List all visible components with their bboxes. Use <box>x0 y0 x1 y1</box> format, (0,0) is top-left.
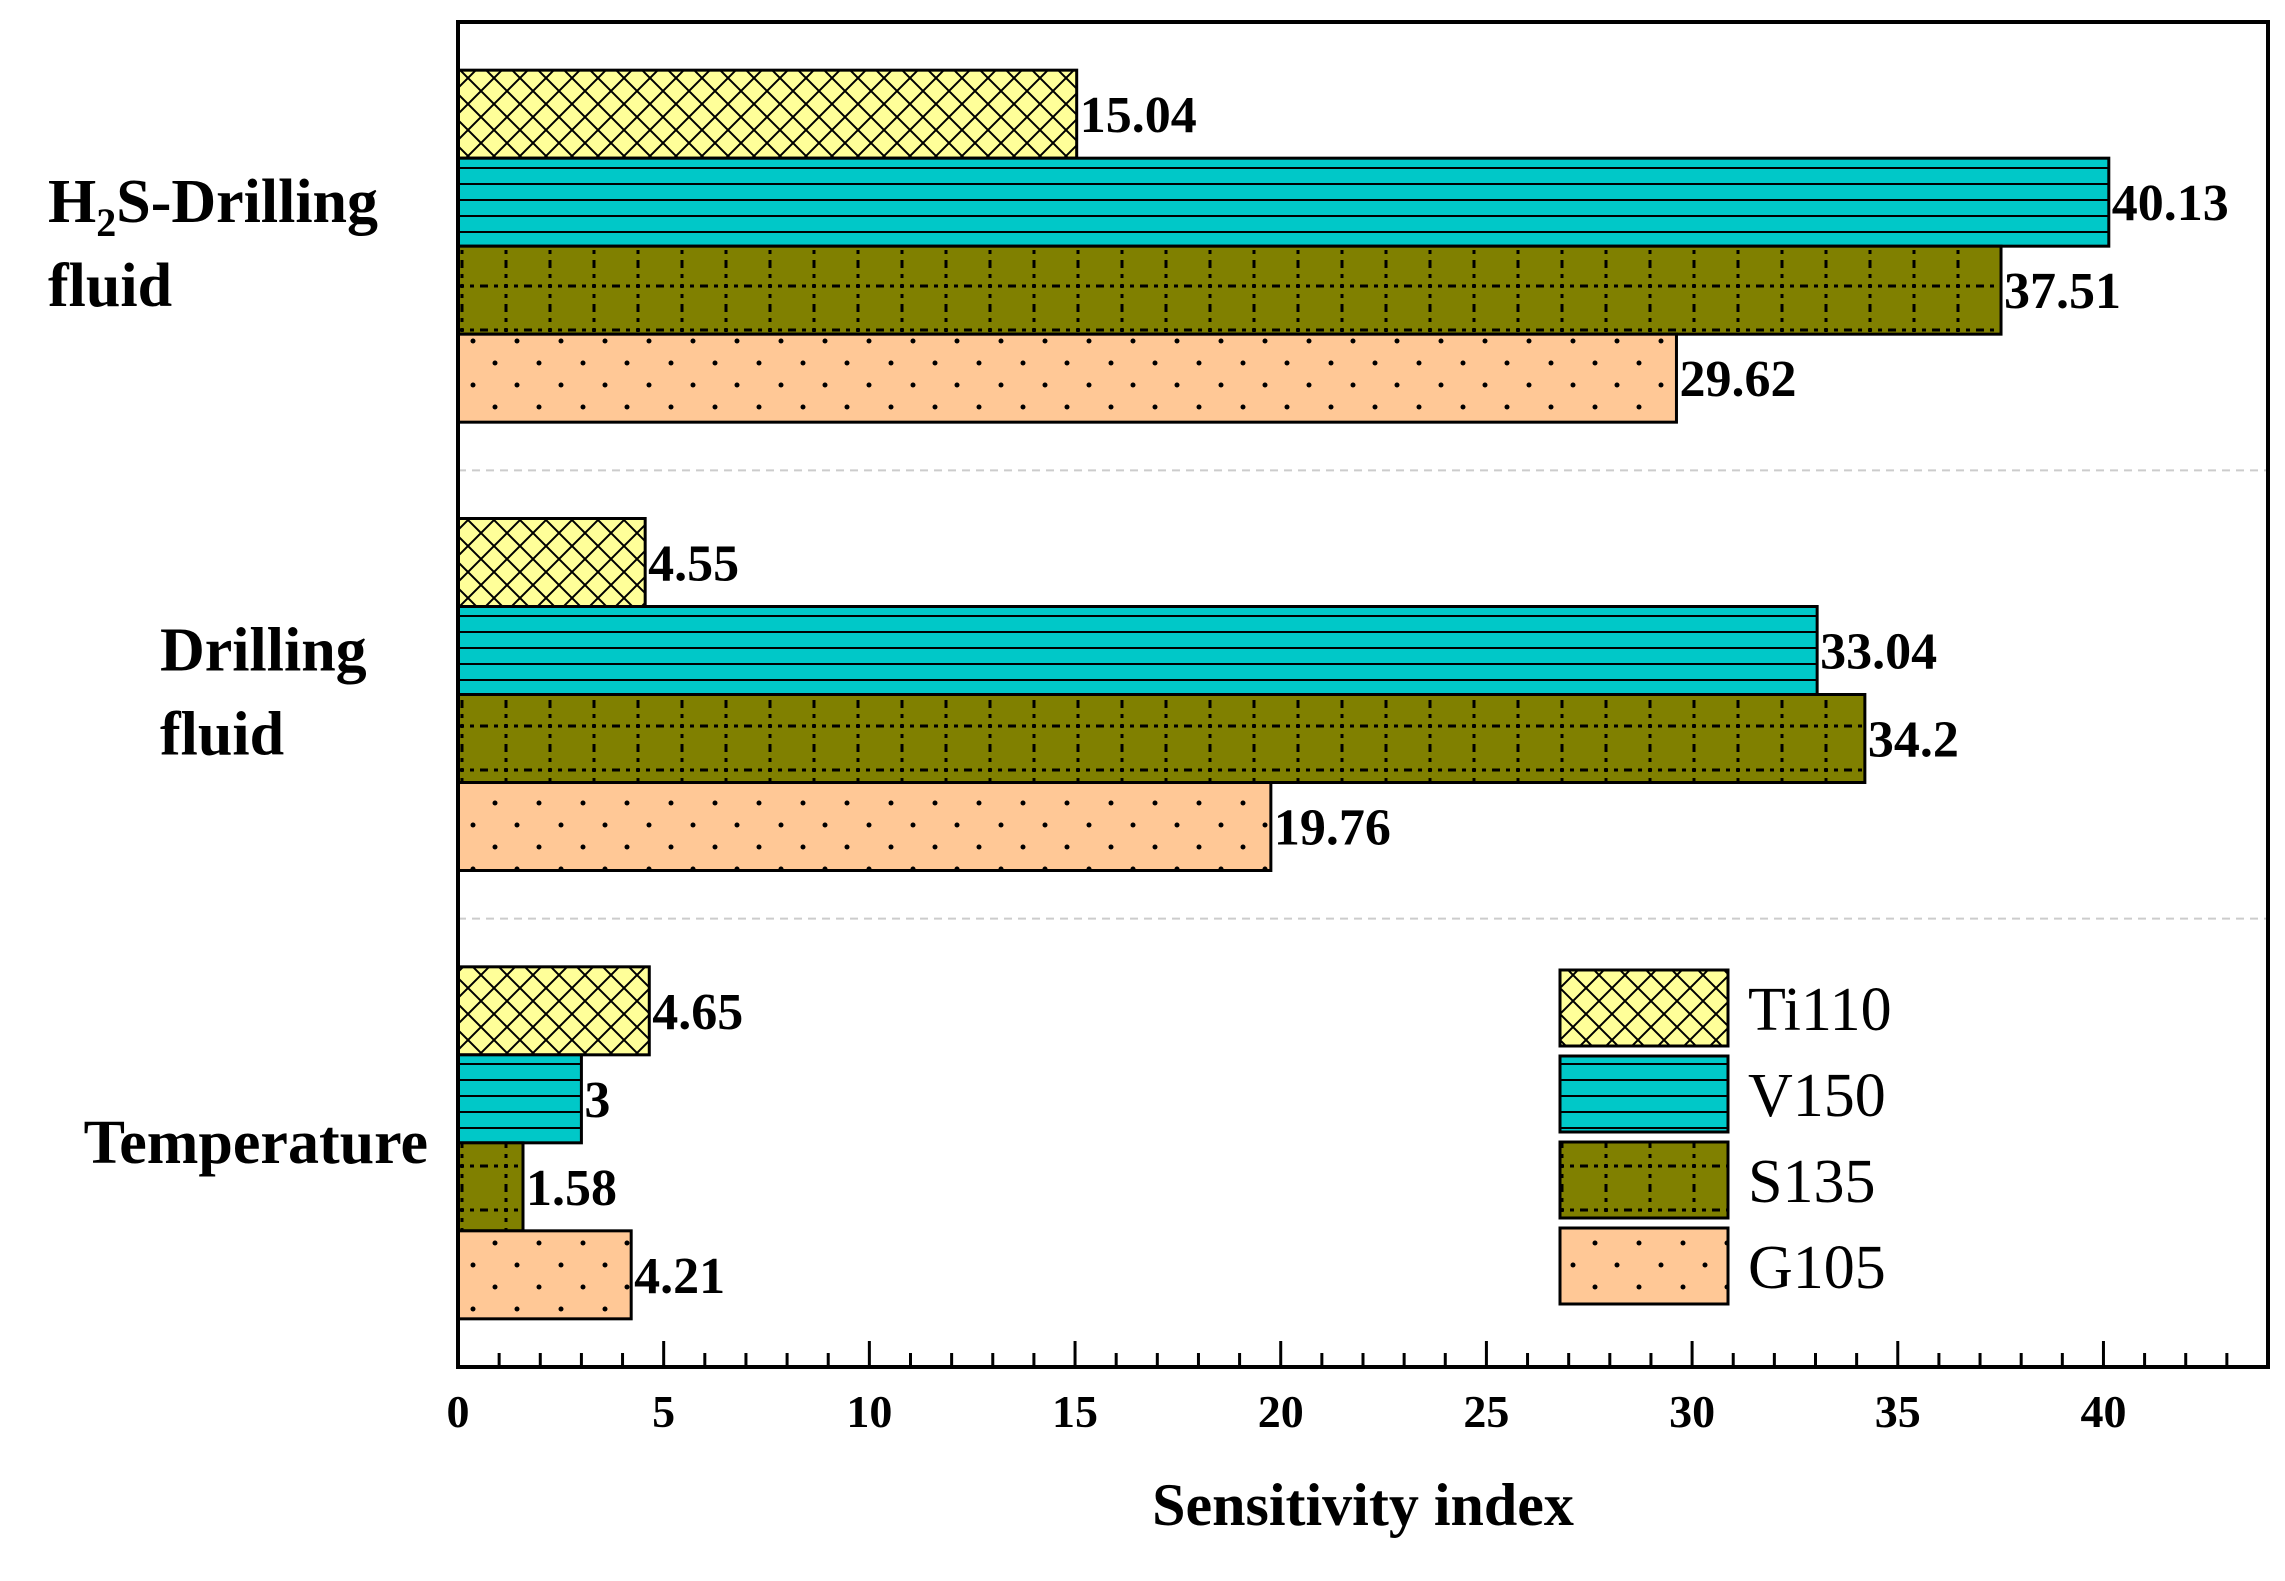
bar-s135-2 <box>456 244 2003 336</box>
category-label: Temperature <box>84 1109 428 1177</box>
bar-ti110-1 <box>456 517 647 608</box>
legend-label: G105 <box>1748 1234 1886 1302</box>
legend-swatch <box>1558 1226 1730 1306</box>
x-tick-label: 0 <box>447 1386 470 1437</box>
svg-text:fluid: fluid <box>160 701 284 769</box>
bar-v150-0 <box>456 1053 583 1145</box>
data-label: 40.13 <box>2112 175 2229 232</box>
x-tick-label: 5 <box>652 1386 675 1437</box>
x-tick-label: 40 <box>2080 1386 2126 1437</box>
legend-label: S135 <box>1748 1148 1875 1216</box>
data-label: 3 <box>584 1072 610 1129</box>
legend-swatch <box>1558 1054 1730 1134</box>
data-label: 19.76 <box>1274 800 1391 857</box>
bar-g105-2 <box>456 332 1678 424</box>
legend-swatch <box>1558 1140 1730 1220</box>
x-tick-label: 10 <box>846 1386 892 1437</box>
bar-ti110-2 <box>456 68 1079 160</box>
bar-v150-1 <box>456 605 1819 696</box>
svg-text:H2S-Drilling: H2S-Drilling <box>48 168 378 245</box>
legend-label: V150 <box>1748 1062 1886 1130</box>
x-tick-label: 20 <box>1258 1386 1304 1437</box>
category-label: Drilling fluid <box>160 617 367 769</box>
x-tick-label: 30 <box>1669 1386 1715 1437</box>
x-tick-label: 25 <box>1463 1386 1509 1437</box>
data-label: 4.55 <box>648 536 739 593</box>
legend-swatch <box>1558 968 1730 1048</box>
svg-text:fluid: fluid <box>48 252 172 320</box>
data-label: 4.65 <box>652 984 743 1041</box>
data-label: 33.04 <box>1820 624 1937 681</box>
x-tick-label: 35 <box>1875 1386 1921 1437</box>
bar-g105-1 <box>456 781 1273 872</box>
data-label: 4.21 <box>634 1248 725 1305</box>
data-label: 15.04 <box>1080 87 1197 144</box>
legend-label: Ti110 <box>1748 976 1892 1044</box>
bar-ti110-0 <box>456 965 651 1057</box>
data-label: 34.2 <box>1868 712 1959 769</box>
svg-text:Drilling: Drilling <box>160 617 367 685</box>
bar-s135-1 <box>456 693 1867 784</box>
x-axis-title: Sensitivity index <box>1152 1472 1574 1538</box>
bar-g105-0 <box>456 1229 633 1321</box>
category-label: H2S-Drilling fluid <box>48 168 378 320</box>
svg-text:Temperature: Temperature <box>84 1109 428 1177</box>
bar-s135-0 <box>456 1141 525 1233</box>
data-label: 29.62 <box>1679 351 1796 408</box>
data-label: 37.51 <box>2004 263 2121 320</box>
data-label: 1.58 <box>526 1160 617 1217</box>
x-tick-label: 15 <box>1052 1386 1098 1437</box>
bar-v150-2 <box>456 156 2111 248</box>
